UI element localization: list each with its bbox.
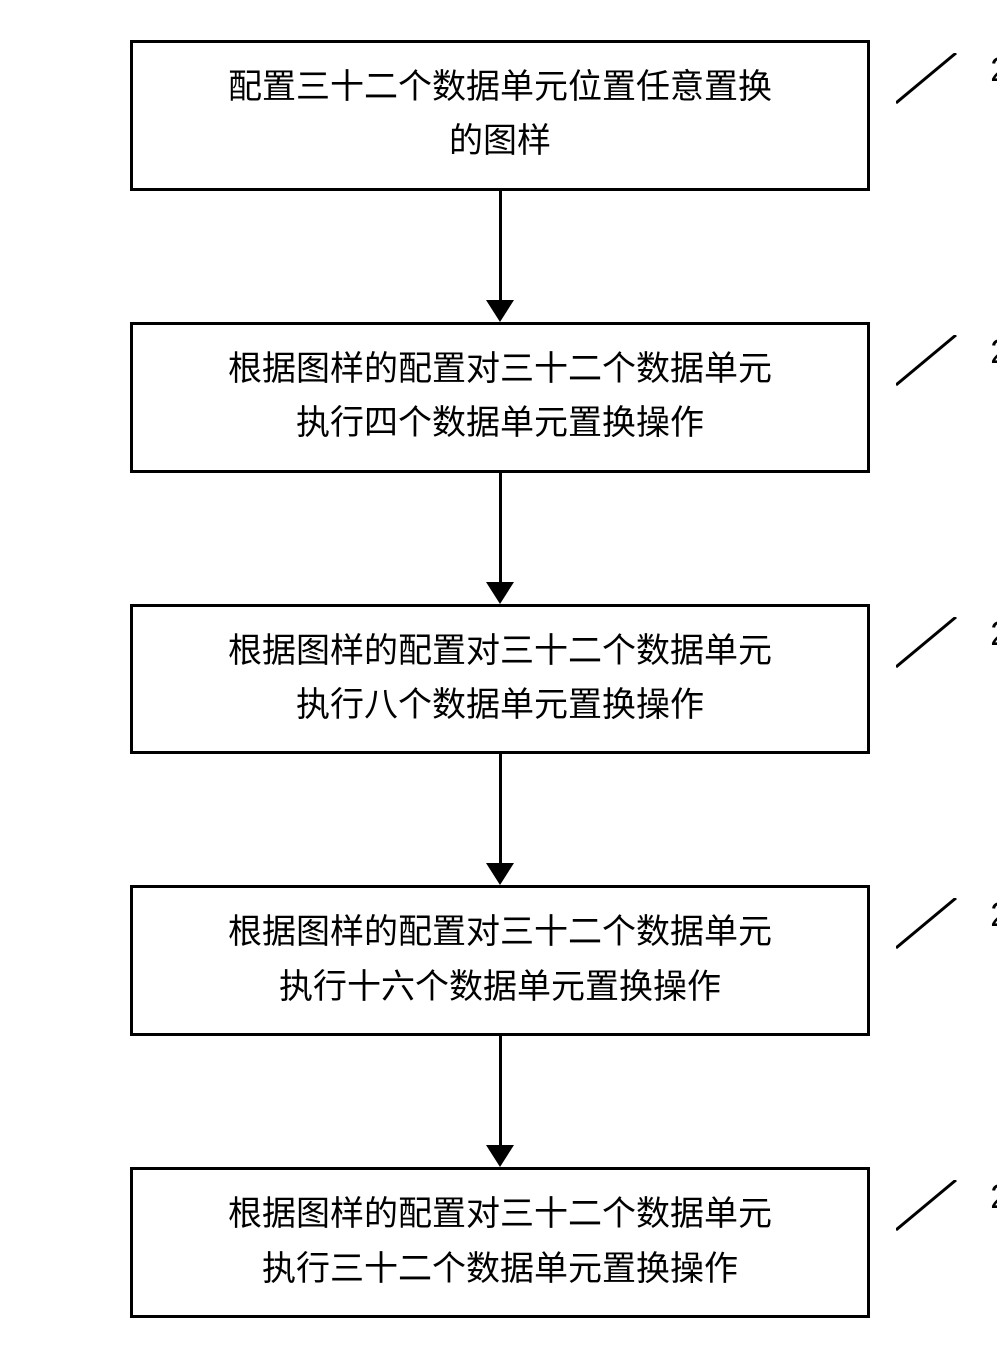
- node-label: 205: [990, 1170, 997, 1224]
- arrow-line-icon: [499, 1036, 502, 1146]
- flowchart-box: 根据图样的配置对三十二个数据单元 执行三十二个数据单元置换操作 205: [130, 1167, 870, 1318]
- flowchart-arrow: [486, 473, 514, 604]
- label-connector: 204: [896, 898, 997, 958]
- box-line1: 根据图样的配置对三十二个数据单元: [228, 1196, 772, 1233]
- connector-line-icon: [896, 1180, 986, 1240]
- connector-line-icon: [896, 53, 986, 113]
- flowchart-box: 根据图样的配置对三十二个数据单元 执行八个数据单元置换操作 203: [130, 604, 870, 755]
- flowchart-node: 配置三十二个数据单元位置任意置换 的图样 201: [20, 40, 980, 322]
- node-label: 204: [990, 888, 997, 942]
- arrow-line-icon: [499, 754, 502, 864]
- node-label: 201: [990, 43, 997, 97]
- label-connector: 202: [896, 335, 997, 395]
- flowchart-node: 根据图样的配置对三十二个数据单元 执行三十二个数据单元置换操作 205: [20, 1167, 980, 1318]
- label-connector: 203: [896, 617, 997, 677]
- flowchart-box: 根据图样的配置对三十二个数据单元 执行四个数据单元置换操作 202: [130, 322, 870, 473]
- arrow-line-icon: [499, 473, 502, 583]
- flowchart-box: 根据图样的配置对三十二个数据单元 执行十六个数据单元置换操作 204: [130, 885, 870, 1036]
- flowchart-arrow: [486, 191, 514, 322]
- arrow-head-icon: [486, 863, 514, 885]
- arrow-line-icon: [499, 191, 502, 301]
- connector-line-icon: [896, 898, 986, 958]
- node-label: 203: [990, 607, 997, 661]
- label-connector: 205: [896, 1180, 997, 1240]
- box-line2: 执行三十二个数据单元置换操作: [262, 1251, 738, 1288]
- box-line2: 执行四个数据单元置换操作: [296, 405, 704, 442]
- flowchart-node: 根据图样的配置对三十二个数据单元 执行八个数据单元置换操作 203: [20, 604, 980, 886]
- flowchart-node: 根据图样的配置对三十二个数据单元 执行十六个数据单元置换操作 204: [20, 885, 980, 1167]
- box-line2: 执行八个数据单元置换操作: [296, 687, 704, 724]
- flowchart-node: 根据图样的配置对三十二个数据单元 执行四个数据单元置换操作 202: [20, 322, 980, 604]
- flowchart-box: 配置三十二个数据单元位置任意置换 的图样 201: [130, 40, 870, 191]
- flowchart-arrow: [486, 754, 514, 885]
- box-line1: 配置三十二个数据单元位置任意置换: [228, 69, 772, 106]
- box-line2: 的图样: [449, 123, 551, 160]
- box-line1: 根据图样的配置对三十二个数据单元: [228, 633, 772, 670]
- label-connector: 201: [896, 53, 997, 113]
- arrow-head-icon: [486, 300, 514, 322]
- box-line1: 根据图样的配置对三十二个数据单元: [228, 351, 772, 388]
- arrow-head-icon: [486, 1145, 514, 1167]
- box-line2: 执行十六个数据单元置换操作: [279, 969, 721, 1006]
- connector-line-icon: [896, 617, 986, 677]
- flowchart-container: 配置三十二个数据单元位置任意置换 的图样 201 根据图样的配置对三十二个数据单…: [20, 40, 980, 1318]
- flowchart-arrow: [486, 1036, 514, 1167]
- box-line1: 根据图样的配置对三十二个数据单元: [228, 914, 772, 951]
- arrow-head-icon: [486, 582, 514, 604]
- node-label: 202: [990, 325, 997, 379]
- connector-line-icon: [896, 335, 986, 395]
